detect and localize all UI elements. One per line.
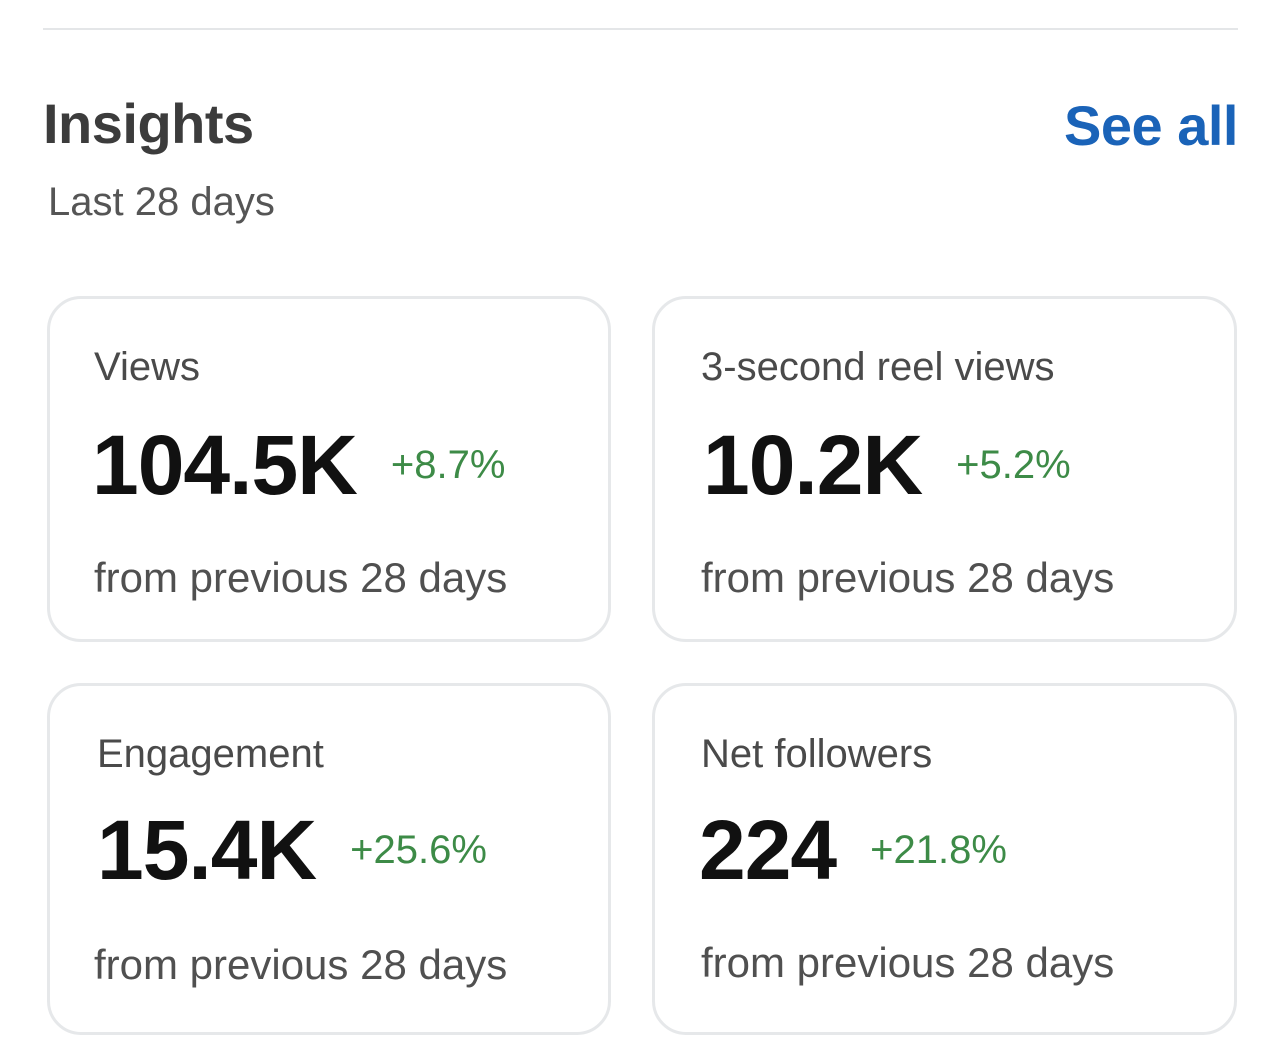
metric-label: Views bbox=[94, 345, 200, 389]
comparison-label: from previous 28 days bbox=[94, 554, 508, 601]
metric-label: 3-second reel views bbox=[701, 345, 1055, 389]
metric-value: 15.4K bbox=[97, 803, 317, 897]
metric-value-row: 224 +21.8% bbox=[699, 800, 1007, 900]
metric-label: Engagement bbox=[97, 732, 324, 776]
metric-change: +21.8% bbox=[870, 828, 1007, 872]
date-range-label: Last 28 days bbox=[48, 180, 275, 224]
metric-change: +25.6% bbox=[350, 828, 487, 872]
section-title: Insights bbox=[43, 92, 254, 155]
top-divider bbox=[43, 28, 1238, 30]
comparison-label: from previous 28 days bbox=[701, 554, 1115, 601]
metric-value-row: 104.5K +8.7% bbox=[92, 415, 505, 515]
comparison-label: from previous 28 days bbox=[701, 939, 1115, 986]
metric-value: 10.2K bbox=[703, 418, 923, 512]
metric-value: 224 bbox=[699, 803, 837, 897]
metric-label: Net followers bbox=[701, 732, 933, 776]
reel-views-card[interactable]: 3-second reel views 10.2K +5.2% from pre… bbox=[652, 296, 1237, 642]
net-followers-card[interactable]: Net followers 224 +21.8% from previous 2… bbox=[652, 683, 1237, 1035]
metric-change: +5.2% bbox=[956, 443, 1071, 487]
engagement-card[interactable]: Engagement 15.4K +25.6% from previous 28… bbox=[47, 683, 611, 1035]
metric-change: +8.7% bbox=[390, 443, 506, 487]
views-card[interactable]: Views 104.5K +8.7% from previous 28 days bbox=[47, 296, 611, 642]
metric-value-row: 15.4K +25.6% bbox=[97, 800, 487, 900]
metric-value: 104.5K bbox=[92, 418, 358, 512]
comparison-label: from previous 28 days bbox=[94, 941, 508, 988]
metric-value-row: 10.2K +5.2% bbox=[703, 415, 1071, 515]
see-all-link[interactable]: See all bbox=[1064, 94, 1238, 157]
